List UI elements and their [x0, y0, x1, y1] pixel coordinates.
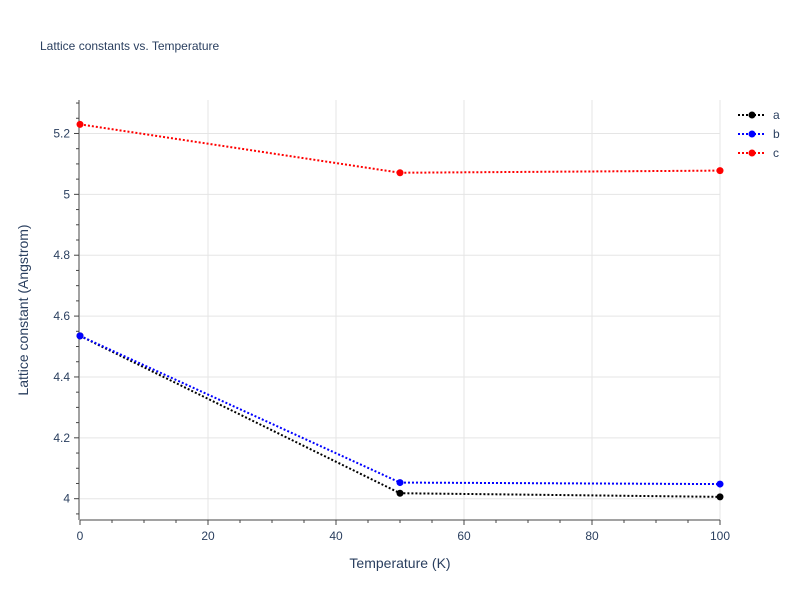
x-tick-label: 40 [329, 529, 343, 543]
data-point-c [716, 167, 724, 175]
x-tick-label: 60 [457, 529, 471, 543]
data-point-b [76, 332, 84, 340]
legend-marker-c [748, 149, 756, 157]
data-point-c [396, 169, 404, 177]
y-tick-label: 4 [63, 492, 70, 506]
grid [80, 100, 721, 520]
y-tick-label: 4.6 [53, 309, 70, 323]
x-tick-label: 100 [710, 529, 730, 543]
legend-label-c: c [773, 146, 779, 160]
legend-label-a: a [773, 108, 780, 122]
legend-label-b: b [773, 127, 780, 141]
y-tick-label: 4.8 [53, 248, 70, 262]
legend: abc [738, 108, 780, 160]
x-tick-label: 20 [201, 529, 215, 543]
y-tick-label: 4.4 [53, 370, 70, 384]
x-tick-label: 0 [77, 529, 84, 543]
legend-marker-a [748, 111, 756, 119]
data-point-b [716, 480, 724, 488]
legend-marker-b [748, 130, 756, 138]
x-tick-label: 80 [585, 529, 599, 543]
y-tick-label: 5 [63, 187, 70, 201]
y-tick-label: 5.2 [53, 126, 70, 140]
data-point-b [396, 479, 404, 487]
y-tick-label: 4.2 [53, 431, 70, 445]
series-line-c [79, 123, 721, 174]
data-point-a [396, 489, 404, 497]
data-point-a [716, 493, 724, 501]
series-layer [76, 120, 724, 501]
x-axis-label: Temperature (K) [349, 555, 450, 571]
data-point-c [76, 120, 84, 128]
axes: 0 20 40 60 80 100 4 4.2 4.4 4.6 4.8 5 5.2 [53, 100, 730, 543]
y-axis-label: Lattice constant (Angstrom) [15, 224, 31, 395]
chart-title: Lattice constants vs. Temperature [40, 39, 220, 53]
